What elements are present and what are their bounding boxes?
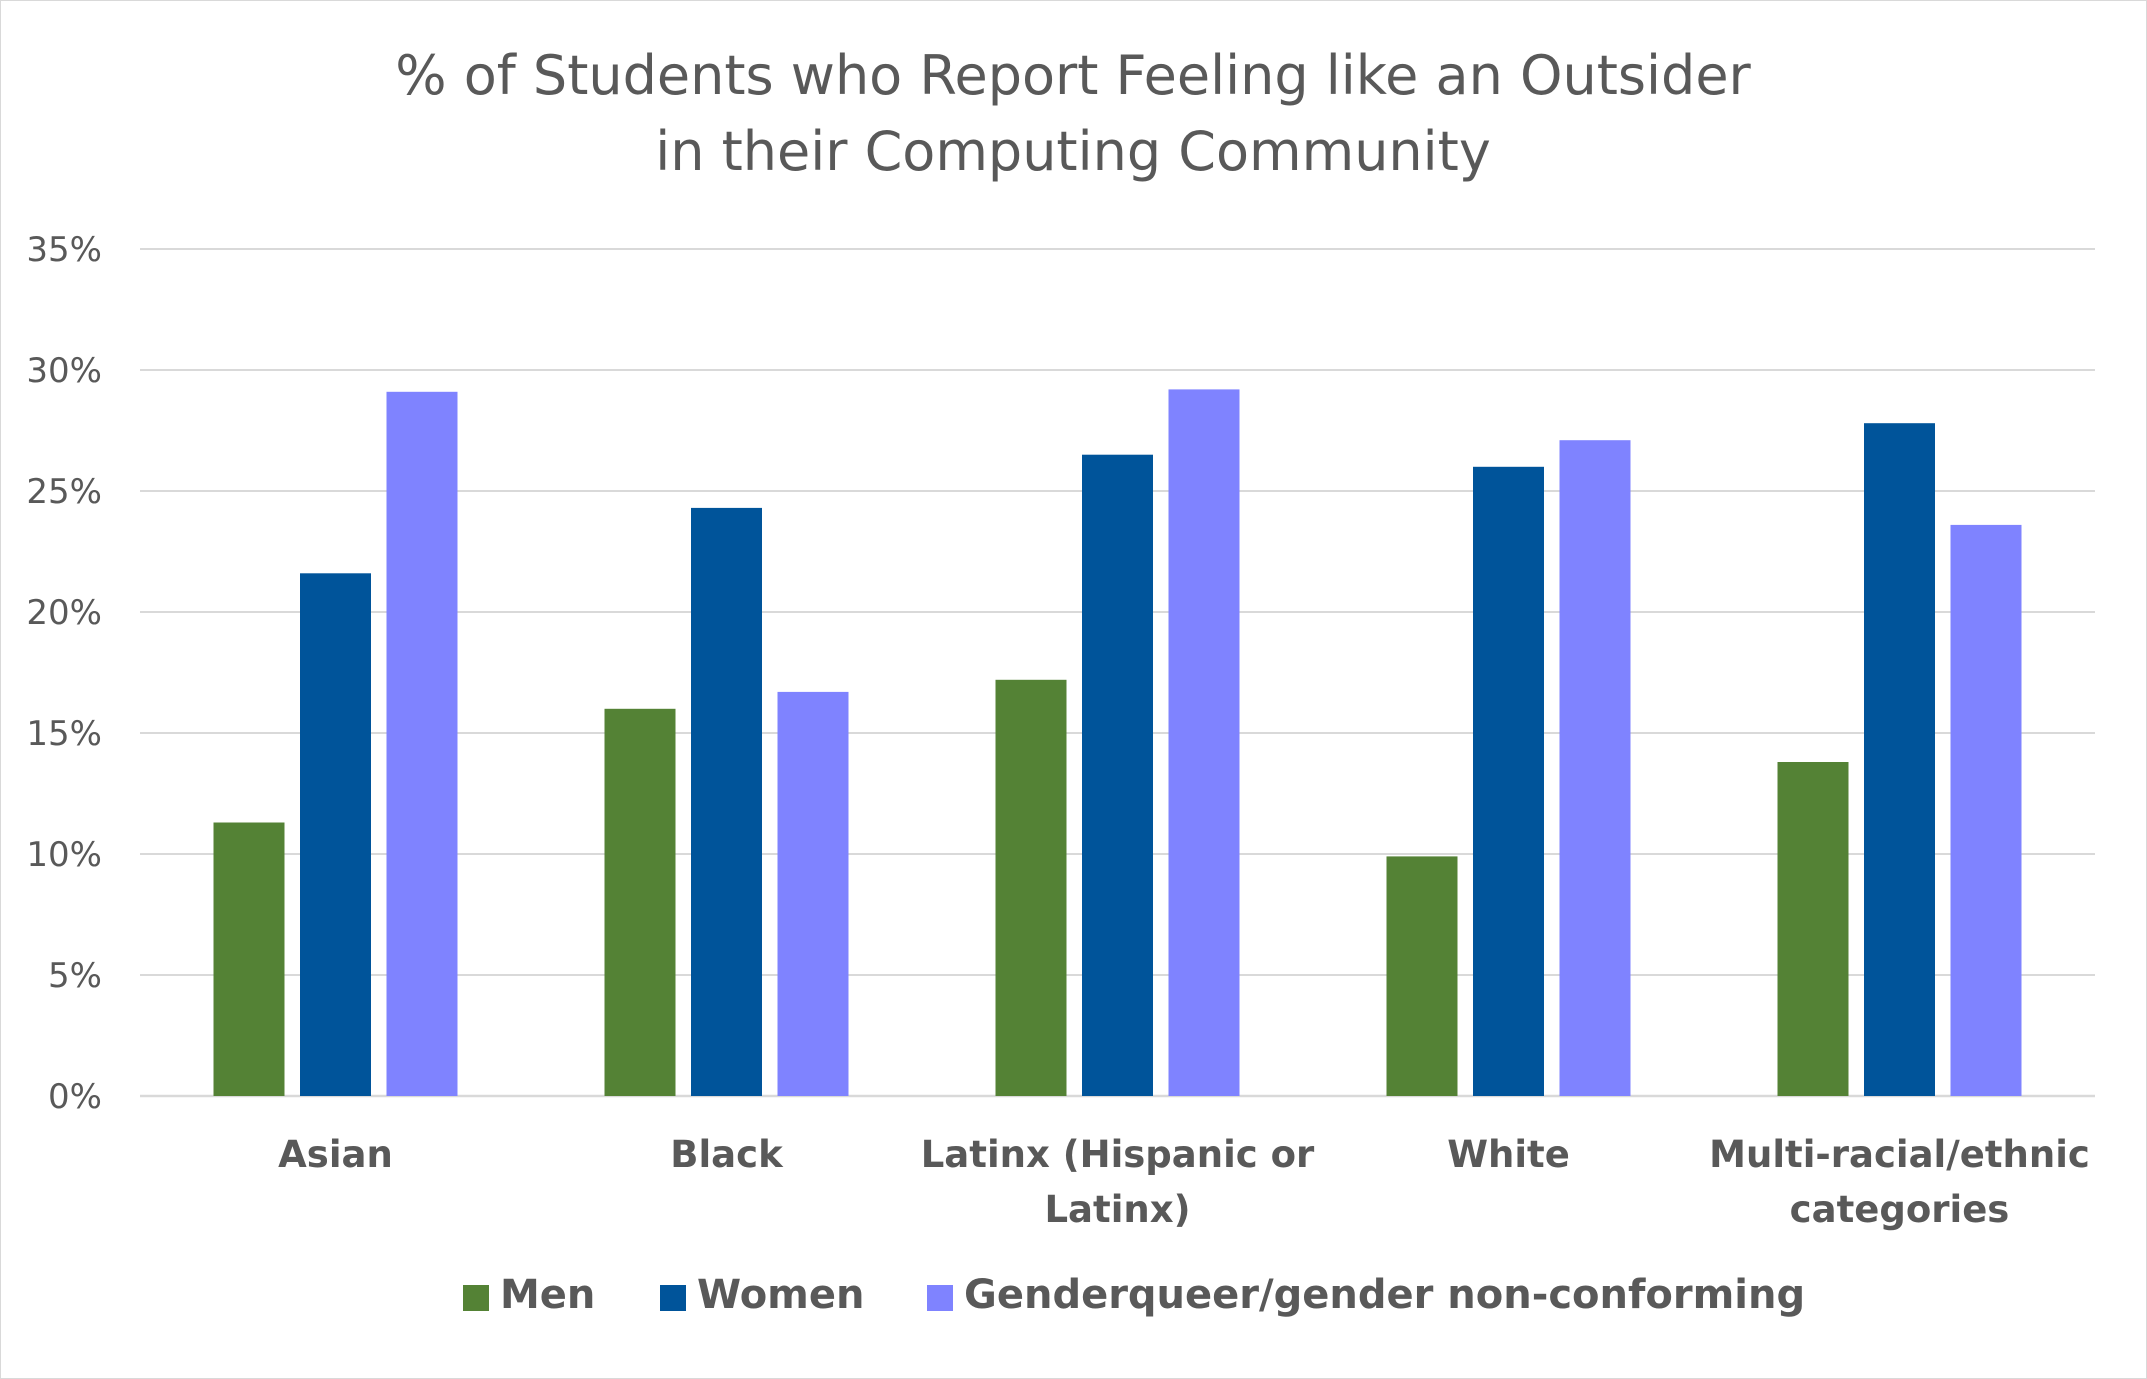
chart-title-line: in their Computing Community [655, 120, 1491, 183]
x-category-label: Multi-racial/ethnic [1709, 1133, 2090, 1176]
y-tick-label: 30% [26, 351, 102, 391]
x-axis-category-labels: Asian Black Latinx (Hispanic or Latinx) Whit… [278, 1133, 2090, 1231]
legend-swatch [927, 1285, 953, 1311]
y-tick-label: 10% [26, 835, 102, 875]
bar-women [691, 507, 762, 1096]
legend-label: Genderqueer/gender non-conforming [964, 1272, 1805, 1318]
bar-genderqueer-gender-non-conforming [1559, 440, 1631, 1096]
x-category-label: White [1447, 1133, 1570, 1176]
x-category-label: Black [670, 1133, 784, 1176]
legend-swatch [660, 1285, 686, 1311]
y-tick-label: 20% [26, 593, 102, 633]
bar-genderqueer-gender-non-conforming [777, 691, 849, 1096]
bar-men [1386, 856, 1458, 1096]
bar-men [213, 822, 285, 1096]
y-axis-tick-labels: 0% 5% 10% 15% 20% 25% 30% 35% [26, 230, 102, 1117]
x-category-label: Latinx (Hispanic or [921, 1133, 1315, 1176]
bar-men [1777, 762, 1849, 1096]
legend-swatch [463, 1285, 489, 1311]
bar-women [1082, 454, 1153, 1096]
bar-women [1864, 423, 1935, 1096]
bars [213, 389, 2022, 1096]
legend: Men Women Genderqueer/gender non-conformin… [463, 1272, 1805, 1318]
legend-label: Women [697, 1272, 864, 1318]
y-tick-label: 15% [26, 714, 102, 754]
x-category-label: Asian [278, 1133, 393, 1176]
y-tick-label: 25% [26, 472, 102, 512]
legend-label: Men [500, 1272, 595, 1318]
bar-genderqueer-gender-non-conforming [1168, 389, 1240, 1096]
y-tick-label: 35% [26, 230, 102, 270]
x-category-label: categories [1790, 1188, 2010, 1231]
bar-women [300, 573, 371, 1096]
bar-genderqueer-gender-non-conforming [386, 391, 458, 1096]
x-category-label: Latinx) [1044, 1188, 1190, 1231]
gridlines [140, 248, 2095, 1098]
chart-title: % of Students who Report Feeling like an… [395, 44, 1751, 183]
bar-genderqueer-gender-non-conforming [1950, 524, 2022, 1096]
chart-title-line: % of Students who Report Feeling like an… [395, 44, 1751, 107]
bar-women [1473, 466, 1544, 1096]
bar-men [604, 708, 676, 1096]
y-tick-label: 0% [48, 1077, 102, 1117]
y-tick-label: 5% [48, 956, 102, 996]
bar-men [995, 679, 1067, 1096]
